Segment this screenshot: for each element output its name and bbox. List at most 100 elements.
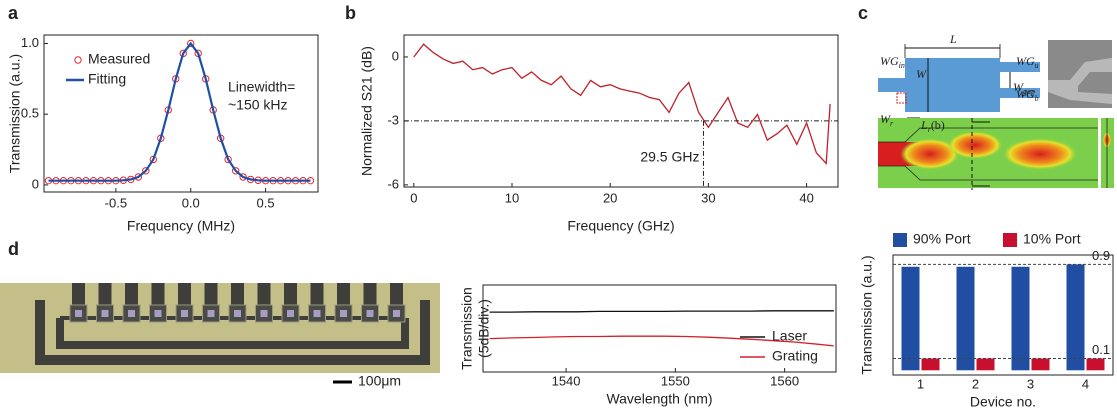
label-main: L xyxy=(949,32,957,46)
panel-label: b xyxy=(345,3,356,23)
bar xyxy=(1031,358,1050,371)
x-axis-label: Frequency (MHz) xyxy=(127,218,235,234)
micrograph xyxy=(0,283,440,373)
x-axis-label: Device no. xyxy=(970,394,1036,410)
pad-core xyxy=(260,310,268,317)
label-sub: in xyxy=(899,61,905,70)
y-axis-label: (5dB/div.) xyxy=(476,299,492,358)
y-tick-label: -3 xyxy=(387,112,399,127)
x-tick-label: 10 xyxy=(505,190,519,205)
pad-core xyxy=(393,310,400,317)
pad-core xyxy=(181,310,188,317)
bar xyxy=(976,358,995,371)
x-tick-label: 4 xyxy=(1082,376,1089,391)
label-main: WG xyxy=(1016,87,1035,101)
electrode xyxy=(204,283,218,309)
y-tick-label: 1.0 xyxy=(21,35,39,50)
panel-label: c xyxy=(858,3,868,23)
x-tick-label: 1540 xyxy=(552,373,581,388)
annotation: Linewidth= xyxy=(228,79,295,95)
label-suffix: (b) xyxy=(931,118,945,132)
x-tick-label: -0.5 xyxy=(105,195,127,210)
plot-frame xyxy=(403,34,839,188)
legend-label: Measured xyxy=(88,51,150,67)
label-sub: gap xyxy=(1023,87,1035,96)
y-tick-label: -6 xyxy=(387,176,399,191)
legend-label: Grating xyxy=(772,348,818,364)
scale-label: 100μm xyxy=(358,373,401,389)
x-tick-label: 0 xyxy=(410,190,417,205)
legend-label: 90% Port xyxy=(913,231,971,247)
pad-core xyxy=(101,310,109,317)
label-main: W xyxy=(880,112,891,126)
schematic-label: Wr xyxy=(880,112,894,128)
electrode xyxy=(72,283,85,309)
label-main: W xyxy=(1013,80,1024,94)
data-line xyxy=(489,335,834,347)
x-tick-label: 1 xyxy=(917,376,924,391)
x-axis-label: Wavelength (nm) xyxy=(606,391,712,407)
y-axis-label: Normalized S21 (dB) xyxy=(359,46,375,176)
reference-label: 0.9 xyxy=(1092,248,1110,263)
pad-core xyxy=(234,310,241,317)
coupler-schematic xyxy=(878,40,1112,119)
mode-field xyxy=(878,118,1114,190)
pad-core xyxy=(287,310,294,317)
x-tick-label: 0.0 xyxy=(182,195,200,210)
label-main: L xyxy=(920,118,928,132)
data-line xyxy=(413,43,831,166)
y-tick-label: 0.5 xyxy=(21,106,39,121)
label-sub: r xyxy=(928,125,932,134)
annotation: ~150 kHz xyxy=(228,97,288,113)
electrode xyxy=(98,283,112,309)
schematic-label: Lr(b) xyxy=(920,118,945,134)
pad-core xyxy=(75,310,82,317)
bar xyxy=(901,266,920,371)
bar xyxy=(1086,358,1105,371)
schematic-label: W xyxy=(916,67,927,81)
schematic-label: WGb xyxy=(1016,87,1039,103)
legend-marker xyxy=(74,56,82,64)
y-tick-label: 0 xyxy=(392,48,399,63)
annotation: 29.5 GHz xyxy=(640,149,699,165)
plot-frame xyxy=(892,254,1114,376)
pad-core xyxy=(207,310,215,317)
pad-core xyxy=(313,310,321,317)
electrode xyxy=(151,283,165,309)
data-point xyxy=(142,167,150,175)
y-axis-label: Transmission (a.u.) xyxy=(859,255,875,374)
legend-swatch xyxy=(1003,233,1017,247)
electrode xyxy=(284,283,297,309)
label-main: WG xyxy=(1016,54,1035,68)
electrode xyxy=(337,283,350,309)
x-tick-label: 2 xyxy=(972,376,979,391)
pad-core xyxy=(366,310,374,317)
x-tick-label: 1550 xyxy=(661,373,690,388)
data-point xyxy=(187,39,195,48)
legend-label: Laser xyxy=(772,328,807,344)
bar xyxy=(1011,266,1030,371)
electrode xyxy=(390,283,403,309)
label-sub: b xyxy=(1035,94,1039,103)
y-axis-label: Transmission (a.u.) xyxy=(7,54,23,173)
schematic-label: Wgap xyxy=(1013,80,1035,96)
panel-label: d xyxy=(8,239,19,259)
pad-core xyxy=(340,310,347,317)
electrode xyxy=(125,283,138,309)
data-line xyxy=(489,310,834,313)
x-axis-label: Frequency (GHz) xyxy=(567,218,674,234)
pad-core xyxy=(154,310,162,317)
electrode xyxy=(310,283,324,309)
x-tick-label: 1560 xyxy=(770,373,799,388)
label-main: W xyxy=(916,67,927,81)
electrode xyxy=(178,283,191,309)
panel-label: a xyxy=(8,3,19,23)
electrode xyxy=(363,283,377,309)
plot-frame xyxy=(43,34,319,193)
x-tick-label: 40 xyxy=(799,190,813,205)
bar xyxy=(1066,264,1085,371)
pad-core xyxy=(128,310,135,317)
schematic-label: WGu xyxy=(1016,54,1039,70)
